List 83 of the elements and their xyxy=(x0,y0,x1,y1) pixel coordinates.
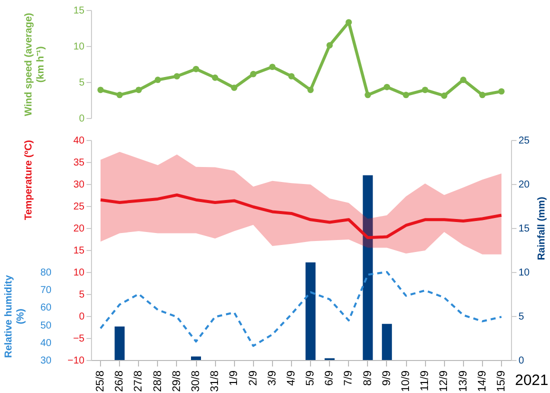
y-axis-title: Wind speed (average) (km h⁻¹) xyxy=(24,12,46,116)
point xyxy=(174,73,180,80)
x-tick-label: 7/9 xyxy=(342,370,355,386)
y-tick-label: 0 xyxy=(78,312,85,322)
y-axis-title: Temperature (ºC) xyxy=(24,140,34,220)
x-tick-label: 13/9 xyxy=(457,370,470,392)
y-tick-label: 0 xyxy=(78,114,85,124)
y-tick-label: 15 xyxy=(73,246,85,256)
x-tick-label: 3/9 xyxy=(266,370,278,386)
x-tick-label: 6/9 xyxy=(324,370,336,386)
x-tick-label: 28/8 xyxy=(152,370,164,392)
x-tick-label: 27/8 xyxy=(132,370,145,392)
point xyxy=(250,70,256,78)
point xyxy=(307,86,314,94)
y2-tick-label: 0 xyxy=(518,356,524,366)
x-tick-label: 31/8 xyxy=(209,370,222,392)
x-tick-label: 25/8 xyxy=(94,370,107,392)
x-tick-label: 2/9 xyxy=(247,370,260,386)
y2-tick-label: 20 xyxy=(518,180,530,190)
point xyxy=(326,42,333,48)
point xyxy=(384,84,390,90)
y-tick-label: −5 xyxy=(73,334,85,344)
y-tick-label: 30 xyxy=(73,180,85,190)
y3-tick-label: 50 xyxy=(40,320,52,332)
y-tick-label: 15 xyxy=(73,6,85,16)
text: 2021 xyxy=(515,372,548,389)
y-tick-label: 5 xyxy=(78,290,85,300)
line-series xyxy=(99,194,503,240)
y-tick-label: 10 xyxy=(73,268,85,278)
x-tick-label: 8/9 xyxy=(362,370,374,386)
x-tick-label: 1/9 xyxy=(228,370,240,386)
bar xyxy=(362,175,373,360)
y-tick-label: 20 xyxy=(73,224,85,234)
y-tick-label: 10 xyxy=(73,42,85,52)
x-tick-label: 26/8 xyxy=(114,370,126,392)
point xyxy=(269,64,276,70)
line-series xyxy=(100,271,502,347)
x-tick-label: 9/9 xyxy=(380,370,393,386)
bar xyxy=(382,324,392,360)
y2-tick-label: 10 xyxy=(518,268,530,278)
bar xyxy=(191,356,201,360)
point xyxy=(288,73,295,80)
point xyxy=(212,74,218,81)
point xyxy=(346,19,352,26)
x-tick-label: 15/9 xyxy=(495,370,508,392)
point xyxy=(116,92,123,98)
y-tick-label: 40 xyxy=(73,136,85,146)
point xyxy=(402,92,410,98)
bar xyxy=(114,326,125,360)
x-tick-label: 14/9 xyxy=(476,370,488,392)
point xyxy=(154,76,161,83)
point xyxy=(479,92,486,98)
y-tick-label: −10 xyxy=(68,356,85,366)
point xyxy=(460,76,466,83)
y-tick-label: 25 xyxy=(73,202,85,212)
point xyxy=(422,86,428,94)
x-tick-label: 12/9 xyxy=(438,370,450,392)
point xyxy=(192,66,200,72)
point xyxy=(97,86,104,94)
y2-tick-label: 15 xyxy=(518,224,530,234)
x-tick-label: 29/8 xyxy=(170,370,183,392)
y3-tick-label: 30 xyxy=(40,356,52,366)
point xyxy=(136,86,142,94)
x-tick-label: 10/9 xyxy=(400,370,412,392)
x-tick-label: 30/8 xyxy=(190,370,202,392)
y3-tick-label: 80 xyxy=(40,268,52,278)
bar xyxy=(306,262,316,360)
y2-tick-label: 5 xyxy=(518,312,524,322)
x-tick-label: 4/9 xyxy=(285,370,298,386)
y-tick-label: 35 xyxy=(73,158,85,168)
y3-tick-label: 60 xyxy=(40,302,52,314)
x-tick-label: 11/9 xyxy=(419,370,432,392)
point xyxy=(364,92,371,98)
y-tick-label: 5 xyxy=(78,78,85,88)
y2-axis-title: Rainfall (mm) xyxy=(536,196,548,260)
y2-tick-label: 25 xyxy=(518,136,530,146)
point xyxy=(498,88,505,95)
y3-axis-title: Relative humidity (%) xyxy=(4,274,26,358)
y3-tick-label: 70 xyxy=(40,285,52,296)
x-tick-label: 5/9 xyxy=(304,370,317,386)
point xyxy=(441,92,448,99)
y3-tick-label: 40 xyxy=(40,338,52,349)
point xyxy=(231,84,238,91)
